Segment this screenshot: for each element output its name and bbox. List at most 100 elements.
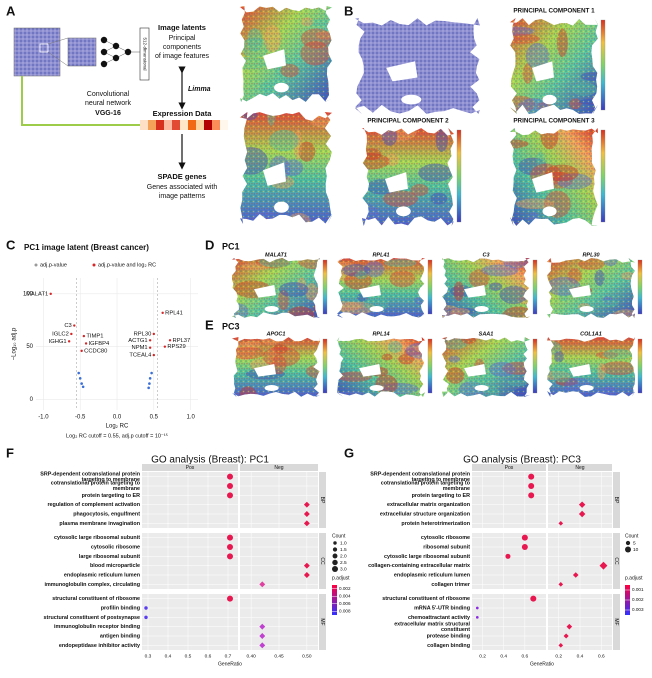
legend-label: 2.0 [340,553,347,559]
dot [227,473,233,480]
gene-name: SAA1 [479,331,494,337]
x-tick-label: 0.6 [522,653,529,659]
legend-label: 0.004 [339,593,351,598]
zoom-line [47,51,69,67]
tissue-hole [569,364,591,377]
tissue-hole [401,94,422,105]
legend-dot [625,540,631,546]
x-tick-label: 0.4 [577,653,584,659]
expression-label: Expression Data [153,109,213,118]
gene-point [73,324,76,327]
tissue-hole [274,201,289,213]
term-label: cytosolic ribosome [421,535,470,541]
dot [227,595,233,602]
spatial-map [442,337,530,397]
cnn-caption: neural network [85,100,131,107]
expression-strip [140,120,228,130]
dot [303,520,310,527]
padj-colorbar [332,585,337,615]
legend-title: p.adjust [332,575,350,581]
term-label: targeting to membrane [82,477,140,483]
spatial-map [355,18,480,114]
dot [528,473,535,480]
row-label: PC1 [222,241,240,251]
colorbar [322,338,328,394]
y-tick-label: 100 [23,291,34,297]
point [148,377,152,380]
network-nodes [100,36,132,68]
spatial-map [232,258,320,318]
spade-caption: image patterns [159,193,206,200]
colorbar [456,129,462,223]
term-label: protein heterotrimerization [401,521,470,527]
latents-title: Image latents [158,23,206,32]
tissue-hole [386,61,418,82]
latents-caption: of image features [155,53,210,60]
term-label: blood microparticle [90,563,140,569]
spatial-map [510,128,598,226]
tissue-hole [542,206,557,217]
gene-point [80,349,83,353]
legend-label: adj.p-value and log₂ RC [98,262,156,268]
legend-title: Count [332,533,346,539]
gene-name: RPL14 [372,331,389,337]
gene-label: C3 [64,323,71,329]
tissue-hole [369,306,384,312]
panel-label: F [6,445,14,460]
dot [558,521,564,526]
group-label: CC [613,557,619,565]
term-label: cotranslational protein targeting to [381,481,471,487]
group-strip [319,594,326,650]
legend-marker [34,263,38,267]
x-tick-label: 0.2 [555,653,562,659]
tissue-hole [569,285,591,298]
x-tick-label: -1.0 [38,415,49,421]
tissue-hole [264,306,279,312]
tissue-thumbnail [13,27,61,77]
colorbar [637,338,643,394]
tissue-hole [254,285,276,298]
group-strip [319,472,326,528]
x-tick-label: -0.5 [75,415,86,421]
legend-label: 2.5 [340,560,347,566]
legend-dot [332,547,338,552]
dot [227,544,233,550]
dot [259,581,266,588]
point [80,382,83,385]
spatial-map [337,337,425,397]
legend-label: 10 [633,547,639,553]
gene-label: IGLC2 [52,331,69,337]
y-tick-label: 0 [30,397,34,403]
gene-label: TCEAL4 [129,353,152,359]
tissue-hole [263,162,286,186]
legend-label: 5 [633,540,636,546]
y-axis-label: −Log₁₀ adj.p [12,327,18,360]
x-tick-label: 1.0 [186,415,195,421]
x-tick-label: 0.3 [145,653,152,659]
spatial-map [510,18,598,114]
colorbar [532,259,538,315]
x-tick-label: 0.4 [165,653,172,659]
tissue-hole [274,82,289,93]
chart-title: GO analysis (Breast): PC1 [151,455,269,466]
dot [303,562,310,569]
y-tick-label: 50 [26,344,33,350]
tissue-hole [464,285,486,298]
dot [303,501,310,508]
group-strip [613,472,620,528]
legend-dot [332,566,338,572]
tissue-hole [264,385,279,391]
gene-label: CCDC80 [84,348,107,354]
group-label: CC [319,557,325,565]
gene-label: TIMP1 [86,334,103,340]
spatial-map [547,337,635,397]
x-tick-label: 0.50 [302,653,312,659]
term-label: endoplasmic reticulum lumen [394,572,470,578]
group-strip [319,533,326,589]
gene-point [67,340,71,343]
legend-label: 1.0 [340,540,347,546]
colorbar [532,338,538,394]
gene-point [49,292,52,296]
x-tick-label: 0.6 [598,653,605,659]
x-tick-label: 0.40 [246,653,256,659]
